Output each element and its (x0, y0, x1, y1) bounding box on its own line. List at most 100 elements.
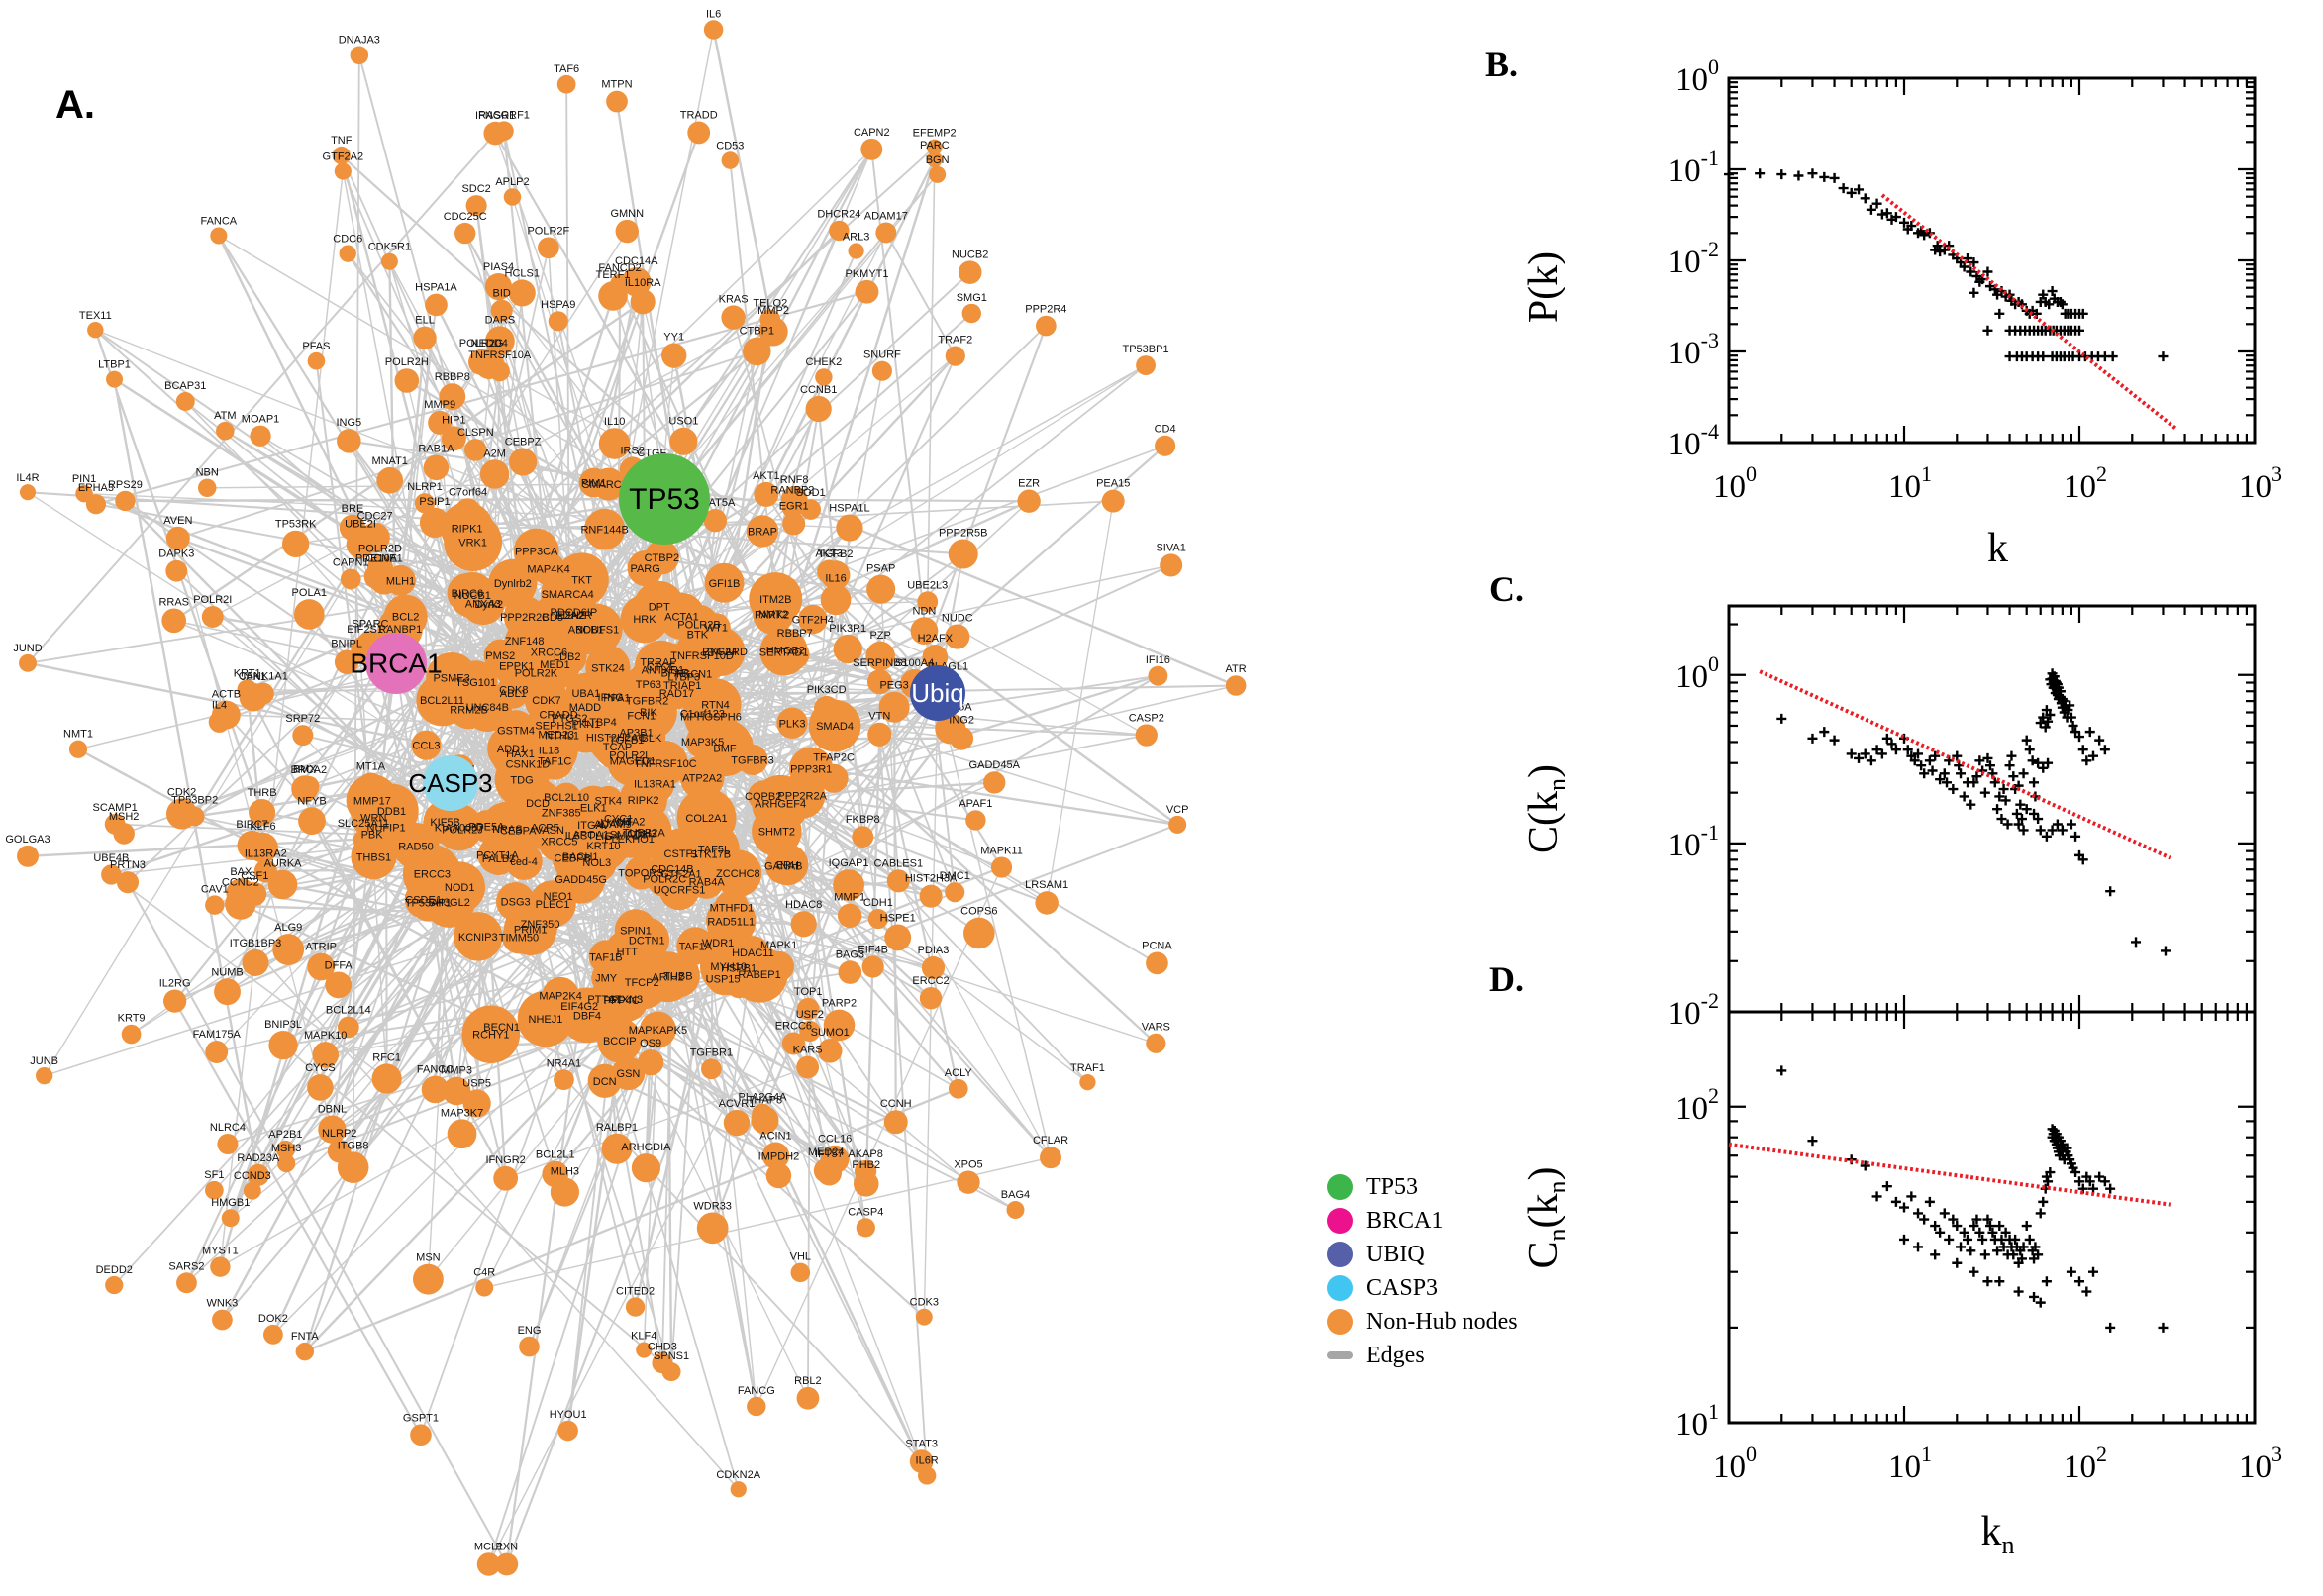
network-edge (937, 692, 1052, 1158)
network-node-label: APAF1 (959, 798, 992, 810)
scatter-point (1906, 221, 1917, 232)
network-node (886, 869, 910, 893)
network-node-label: KARS (793, 1045, 823, 1056)
network-node (915, 1308, 933, 1326)
network-node (837, 903, 862, 929)
network-node-label: FANCD2 (598, 262, 641, 274)
network-node-label: ATRIP (305, 942, 337, 953)
scatter-point (1930, 1249, 1941, 1260)
network-node-label: VCP (1166, 804, 1189, 816)
network-node (945, 624, 970, 649)
network-node-label: SERPINB8 (853, 657, 906, 669)
network-node (625, 1297, 646, 1317)
network-node-label: EGR1 (779, 500, 809, 512)
network-node (701, 1058, 722, 1080)
network-node (1017, 489, 1041, 513)
network-edge (272, 998, 606, 1336)
network-node-label: PEA15 (1096, 478, 1130, 490)
network-edge (347, 252, 477, 450)
network-node (175, 392, 195, 412)
network-node (922, 644, 949, 670)
network-node-label: UBE2I (345, 518, 376, 530)
x-tick-label: 103 (2239, 461, 2282, 505)
network-node-label: UBA1 (571, 688, 600, 700)
y-tick-label: 10-1 (1668, 146, 1719, 189)
network-node-label: PTTG1 (587, 994, 622, 1006)
network-node-label: CAV1 (201, 883, 229, 895)
network-node (282, 530, 310, 557)
network-node-label: CSNK1A1 (239, 671, 288, 683)
scatter-point (1971, 771, 1982, 782)
network-node (351, 834, 397, 880)
network-node (272, 934, 305, 965)
network-node-label: SNURF (863, 349, 901, 361)
network-node (656, 953, 700, 998)
scatter-point (2063, 705, 2073, 716)
network-node-label: CRADD (540, 709, 578, 721)
network-node (875, 222, 897, 244)
scatter-point (1948, 1214, 1959, 1225)
scatter-point (2088, 750, 2099, 761)
hub-node-ubiq (910, 665, 965, 721)
network-node (484, 272, 513, 301)
network-node-label: EFEMP2 (913, 128, 957, 140)
network-edge (807, 1031, 811, 1399)
hub-node-label-ubiq: Ubiq (911, 678, 963, 708)
network-node-label: MSH2 (109, 811, 140, 823)
network-node-label: CCNB1 (800, 384, 837, 396)
network-node-label: TOPORS (618, 868, 663, 880)
network-node (743, 337, 771, 366)
network-node-label: SMARCA4 (542, 589, 594, 601)
network-node-label: CDC14A (615, 255, 658, 267)
network-node (861, 955, 884, 978)
hub-node-tp53 (619, 453, 710, 545)
network-node-label: MMP3 (441, 1065, 472, 1077)
scatter-point (1881, 208, 1892, 219)
network-node-label: PKN1 (572, 719, 601, 731)
network-node-label: POLR2G (459, 338, 504, 349)
network-node (519, 1336, 540, 1357)
network-node-label: BECN1 (483, 1022, 520, 1034)
network-node-label: GANAB (764, 861, 803, 873)
network-node-label: MAPK10 (304, 1030, 347, 1042)
network-node-label: BCL2L10 (544, 792, 589, 804)
scatter-point (2081, 1286, 2092, 1297)
scatter-point (1971, 1214, 1982, 1225)
network-node (307, 1074, 334, 1101)
network-node (292, 725, 314, 747)
network-node (106, 370, 124, 388)
network-node-label: AVEN (163, 515, 192, 527)
network-node (676, 788, 737, 848)
network-node-label: POLR2F (527, 225, 569, 237)
scatter-point (2084, 727, 2095, 738)
network-node-label: DDB1 (377, 806, 406, 818)
network-node-label: C4R (473, 1267, 495, 1279)
network-node-label: RRM2B (450, 705, 488, 717)
y-tick-label: 100 (1675, 651, 1719, 695)
scatter-point (2029, 808, 2040, 819)
network-node-label: SPIN1 (620, 925, 652, 937)
scatter-point (1913, 1242, 1924, 1252)
network-node (239, 682, 268, 712)
network-node-label: ACP5 (531, 822, 559, 834)
network-node-label: ERCC6 (775, 1021, 812, 1033)
network-node-label: PIN1 (72, 473, 96, 485)
network-node-label: USP5 (462, 1077, 491, 1089)
y-axis-title: C(kn) (1521, 764, 1571, 853)
network-node (423, 875, 475, 928)
network-edge (660, 364, 1147, 667)
scatter-point (1846, 748, 1857, 759)
network-node (833, 634, 862, 664)
network-node-label: CASP2 (1129, 712, 1164, 724)
network-node (36, 1066, 53, 1085)
network-node (652, 1352, 673, 1374)
scatter-point (1935, 774, 1946, 785)
network-node (782, 512, 806, 536)
network-node (87, 321, 104, 339)
network-node (703, 509, 728, 533)
network-node-label: AP3B1 (619, 727, 653, 739)
network-node-label: IL13RA2 (245, 848, 287, 859)
network-node-label: SMG1 (957, 292, 987, 304)
scatter-point (1956, 768, 1967, 779)
network-node-label: CCND3 (234, 1170, 271, 1182)
